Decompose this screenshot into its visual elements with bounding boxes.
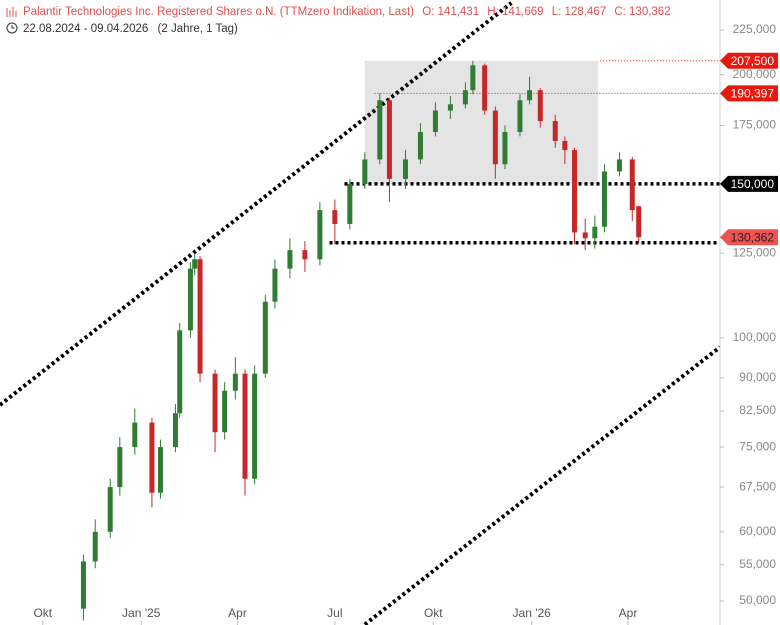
candle-body	[187, 268, 193, 331]
candle-body	[302, 250, 308, 260]
candle-body	[462, 90, 468, 105]
candle-body	[177, 330, 183, 414]
y-tick-label: 90,000	[739, 370, 776, 384]
x-tick-label: Okt	[424, 606, 443, 620]
candle-body	[117, 447, 123, 488]
candle-body	[197, 259, 203, 374]
candle-body	[222, 390, 228, 433]
candle-body	[212, 373, 218, 433]
x-tick-label: Okt	[33, 606, 52, 620]
candle-body	[272, 268, 278, 302]
candle-body	[252, 373, 258, 479]
header-title: Palantir Technologies Inc. Registered Sh…	[23, 6, 671, 18]
candle-body	[287, 250, 293, 269]
y-tick-label: 75,000	[739, 439, 776, 453]
candle-body	[502, 131, 508, 165]
period: 22.08.2024 - 09.04.2026 (2 Jahre, 1 Tag)	[23, 23, 238, 35]
candle-body	[347, 183, 353, 224]
price-tag-label: 150,000	[731, 177, 775, 191]
candle-body	[232, 373, 238, 391]
period-range: 22.08.2024 - 09.04.2026	[23, 23, 148, 35]
clock-icon	[6, 22, 18, 34]
quote-close: C: 130,362	[614, 6, 670, 18]
y-tick-label: 225,000	[733, 22, 777, 36]
candle-body	[242, 373, 248, 479]
candle-body	[92, 531, 98, 562]
x-tick-label: Jan '26	[513, 606, 552, 620]
x-tick-label: Apr	[619, 606, 638, 620]
candle-body	[601, 171, 607, 227]
candle-body	[592, 226, 598, 239]
candle-body	[470, 65, 476, 91]
quote-low: L: 128,467	[552, 6, 606, 18]
candle-body	[636, 206, 642, 238]
candle-body	[537, 90, 543, 122]
y-tick-label: 50,000	[739, 593, 776, 607]
quote-high: H: 141,669	[487, 6, 543, 18]
clock-hands	[11, 25, 15, 29]
candle-body	[132, 422, 138, 448]
candle-body	[402, 159, 408, 179]
plot-background	[364, 60, 599, 184]
price-tag	[720, 175, 778, 192]
candle-body	[317, 210, 323, 260]
candle-body	[192, 259, 198, 269]
y-tick-label: 200,000	[733, 67, 777, 81]
candle-body	[482, 65, 488, 111]
y-tick-label: 100,000	[733, 330, 777, 344]
candle-body	[582, 232, 588, 239]
price-tag	[720, 52, 778, 69]
trend-line	[363, 345, 720, 625]
candle-body	[492, 110, 498, 165]
price-tag-label: 207,500	[731, 54, 775, 68]
candle-body	[386, 100, 392, 179]
candle-body	[172, 413, 178, 448]
candle-body	[107, 487, 113, 532]
price-tag-label: 130,362	[731, 230, 775, 244]
candle-body	[149, 422, 155, 493]
candle-body	[629, 159, 635, 211]
quote-open: O: 141,431	[422, 6, 479, 18]
y-tick-label: 175,000	[733, 118, 777, 132]
y-tick-label: 60,000	[739, 524, 776, 538]
x-tick-label: Apr	[228, 606, 247, 620]
chart-title: Palantir Technologies Inc. Registered Sh…	[23, 6, 414, 18]
y-tick-label: 55,000	[739, 557, 776, 571]
candle-body	[527, 90, 533, 101]
candle-body	[517, 100, 523, 132]
trend-line	[0, 1, 513, 407]
y-tick-label: 82,500	[739, 403, 776, 417]
candle-body	[552, 121, 558, 141]
candle-body	[432, 110, 438, 132]
candle-body	[417, 131, 423, 160]
price-tag	[720, 229, 778, 246]
price-tag	[720, 85, 778, 102]
period-note: (2 Jahre, 1 Tag)	[158, 23, 239, 35]
candle-body	[572, 150, 578, 233]
y-tick-label: 67,500	[739, 479, 776, 493]
y-tick-label: 125,000	[733, 245, 777, 259]
candle-body	[362, 159, 368, 184]
candle-body	[447, 104, 453, 111]
candle-body	[377, 100, 383, 160]
candle-body	[616, 159, 622, 172]
candle-body	[262, 301, 268, 374]
plot-area	[0, 1, 720, 625]
price-tag-label: 190,397	[731, 87, 775, 101]
candle-body	[80, 561, 86, 609]
range-box	[364, 60, 599, 184]
x-tick-label: Jul	[327, 606, 342, 620]
axes: 225,000 200,000 175,000 150,000 125,000 100,0…	[33, 22, 778, 625]
candle-body	[562, 140, 568, 151]
chart-icon	[6, 7, 17, 17]
header: Palantir Technologies Inc. Registered Sh…	[6, 6, 671, 35]
candle-body	[332, 210, 338, 224]
candle-body	[157, 447, 163, 493]
x-tick-label: Jan '25	[122, 606, 161, 620]
